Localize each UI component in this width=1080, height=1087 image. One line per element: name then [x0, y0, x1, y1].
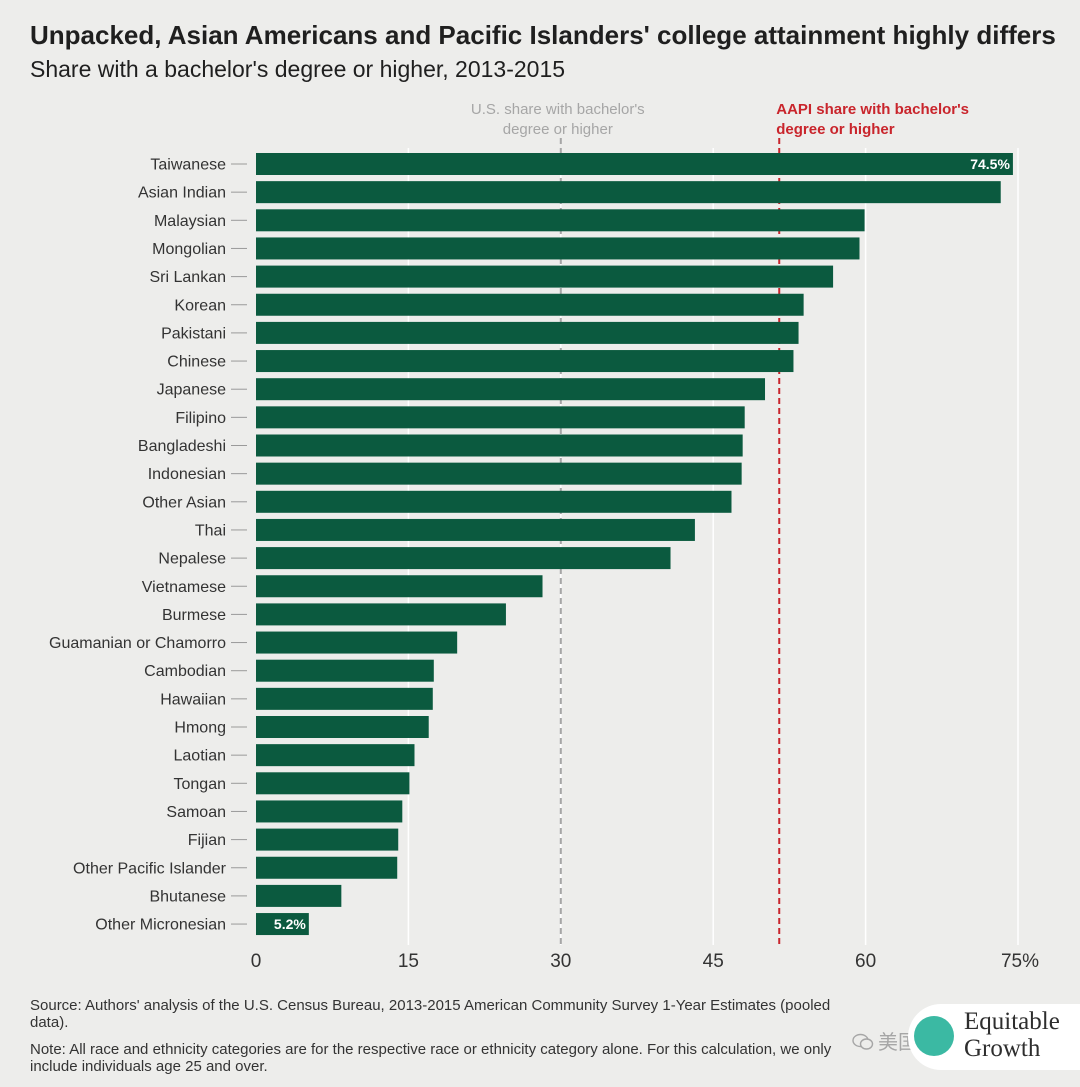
bar [256, 293, 804, 316]
bar [256, 378, 766, 401]
reference-label-us-share: degree or higher [503, 121, 613, 138]
bar [256, 744, 415, 767]
bar [256, 631, 458, 654]
x-tick-label: 60 [855, 951, 876, 972]
category-label: Thai [195, 522, 226, 539]
bar [256, 913, 309, 936]
category-label: Nepalese [158, 551, 226, 568]
category-label: Sri Lankan [150, 269, 227, 286]
x-tick-label: 75% [1001, 951, 1039, 972]
category-label: Taiwanese [150, 157, 226, 174]
bar [256, 406, 745, 429]
category-label: Indonesian [148, 466, 226, 483]
category-label: Asian Indian [138, 185, 226, 202]
logo-text-line1: Equitable [964, 1008, 1060, 1035]
bar [256, 350, 794, 373]
category-label: Burmese [162, 607, 226, 624]
bar [256, 575, 543, 598]
bar [256, 434, 743, 457]
category-label: Other Asian [142, 494, 226, 511]
chart-title: Unpacked, Asian Americans and Pacific Is… [30, 20, 1056, 50]
bar [256, 884, 342, 907]
bar [256, 659, 434, 682]
bar [256, 237, 860, 260]
category-label: Guamanian or Chamorro [49, 635, 226, 652]
logo-circle-icon [914, 1016, 954, 1056]
bar [256, 716, 429, 738]
category-label: Other Micronesian [95, 917, 226, 934]
category-label: Vietnamese [142, 579, 226, 596]
category-label: Japanese [157, 382, 226, 399]
source-note: Source: Authors' analysis of the U.S. Ce… [30, 997, 831, 1031]
bar [256, 772, 410, 795]
bar [256, 265, 834, 288]
equitable-growth-logo: Equitable Growth [908, 1004, 1080, 1070]
category-label: Samoan [166, 804, 226, 821]
category-label: Laotian [174, 748, 227, 765]
category-label: Bangladeshi [138, 438, 226, 455]
bar [256, 462, 742, 485]
method-note: Note: All race and ethnicity categories … [30, 1041, 832, 1075]
category-label: Korean [174, 297, 226, 314]
x-tick-label: 15 [398, 951, 419, 972]
category-label: Hawaiian [160, 691, 226, 708]
wechat-icon [852, 1033, 874, 1050]
chart-subtitle: Share with a bachelor's degree or higher… [30, 56, 566, 82]
category-label: Hmong [174, 720, 226, 737]
category-label: Fijian [188, 832, 226, 849]
bar [256, 518, 695, 541]
category-label: Mongolian [152, 241, 226, 258]
bar [256, 153, 1013, 175]
category-label: Chinese [167, 354, 226, 371]
bar [256, 490, 732, 513]
category-label: Tongan [174, 776, 227, 793]
data-label: 5.2% [274, 916, 306, 932]
bar [256, 321, 799, 344]
data-label: 74.5% [970, 156, 1010, 172]
bar [256, 603, 506, 626]
reference-label-aapi-share: degree or higher [776, 121, 895, 138]
x-tick-label: 0 [251, 951, 262, 972]
bar [256, 209, 865, 232]
reference-label-aapi-share: AAPI share with bachelor's [776, 101, 969, 118]
x-tick-label: 30 [550, 951, 571, 972]
x-tick-label: 45 [703, 951, 724, 972]
logo-text-line2: Growth [964, 1035, 1041, 1062]
category-label: Pakistani [161, 325, 226, 342]
bar [256, 856, 398, 879]
category-label: Other Pacific Islander [73, 860, 227, 877]
reference-label-us-share: U.S. share with bachelor's [471, 101, 645, 118]
bar [256, 181, 1001, 204]
category-label: Bhutanese [149, 888, 226, 905]
bar [256, 547, 671, 570]
category-label: Filipino [175, 410, 226, 427]
bar [256, 800, 403, 823]
bar [256, 828, 399, 851]
bar [256, 687, 433, 710]
category-label: Malaysian [154, 213, 226, 230]
category-label: Cambodian [144, 663, 226, 680]
